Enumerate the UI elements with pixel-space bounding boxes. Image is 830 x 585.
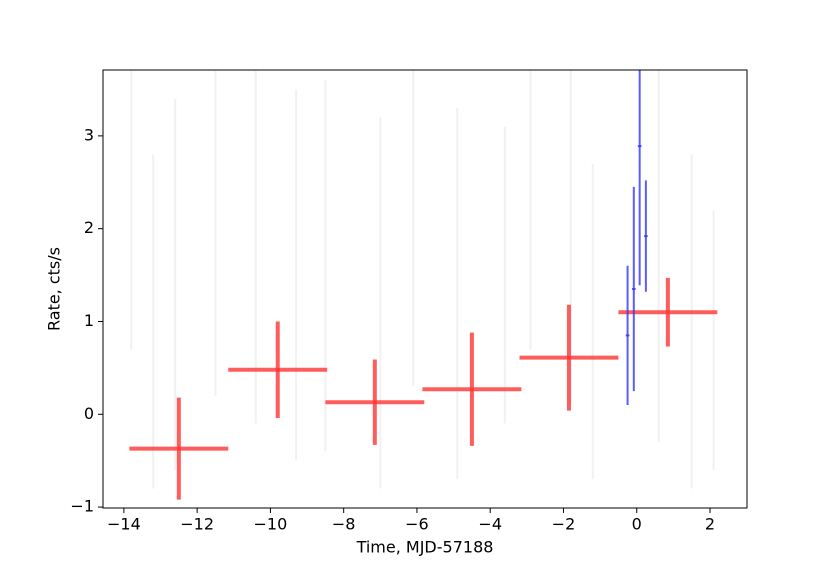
x-tick-label: −8 bbox=[332, 515, 356, 534]
x-tick-label: −6 bbox=[405, 515, 429, 534]
y-tick-label: 3 bbox=[84, 125, 94, 144]
x-tick-label: −10 bbox=[254, 515, 288, 534]
y-tick-label: 0 bbox=[84, 404, 94, 423]
y-axis-label: Rate, cts/s bbox=[45, 247, 64, 331]
x-tick-label: −2 bbox=[552, 515, 576, 534]
x-tick-label: 2 bbox=[705, 515, 715, 534]
x-tick-label: −12 bbox=[180, 515, 214, 534]
x-tick-label: −14 bbox=[107, 515, 141, 534]
y-tick-label: 1 bbox=[84, 311, 94, 330]
x-tick-label: 0 bbox=[632, 515, 642, 534]
plot-frame bbox=[102, 69, 748, 509]
y-tick-label: −1 bbox=[70, 497, 94, 516]
x-tick-label: −4 bbox=[478, 515, 502, 534]
x-axis-label: Time, MJD-57188 bbox=[356, 538, 494, 557]
y-tick-label: 2 bbox=[84, 218, 94, 237]
